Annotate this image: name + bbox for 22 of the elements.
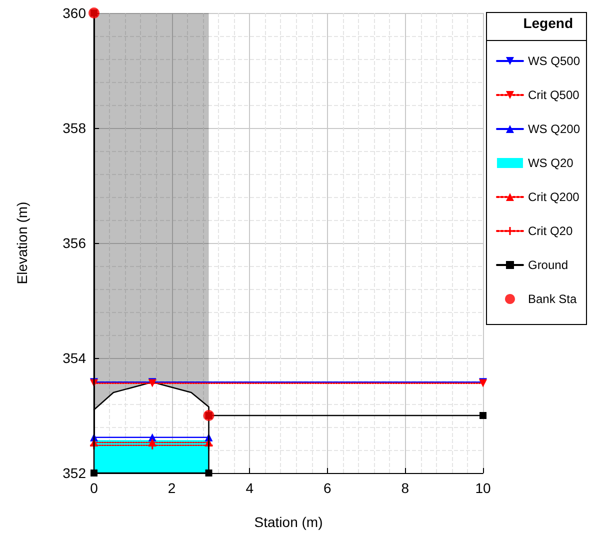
x-tick-label: 2 — [168, 480, 176, 496]
legend-label: WS Q200 — [528, 122, 580, 136]
legend-title: Legend — [523, 15, 573, 31]
legend-label: Bank Sta — [528, 292, 578, 306]
y-tick-label: 356 — [62, 235, 86, 251]
y-axis-title: Elevation (m) — [14, 202, 30, 284]
x-tick-label: 6 — [324, 480, 332, 496]
legend-label: WS Q500 — [528, 54, 580, 68]
legend-label: Crit Q20 — [528, 224, 573, 238]
x-tick-label: 8 — [401, 480, 410, 496]
x-axis-title: Station (m) — [254, 514, 323, 530]
x-tick-label: 10 — [475, 480, 491, 496]
legend-label: WS Q20 — [528, 156, 574, 170]
x-tick-label: 4 — [246, 480, 254, 496]
legend-label: Crit Q200 — [528, 190, 580, 204]
y-tick-label: 354 — [62, 350, 86, 366]
legend-label: Ground — [528, 258, 568, 272]
y-tick-label: 360 — [62, 5, 86, 21]
x-tick-label: 0 — [90, 480, 98, 496]
y-tick-label: 352 — [62, 465, 86, 481]
legend-label: Crit Q500 — [528, 88, 580, 102]
y-tick-label: 358 — [62, 120, 86, 136]
